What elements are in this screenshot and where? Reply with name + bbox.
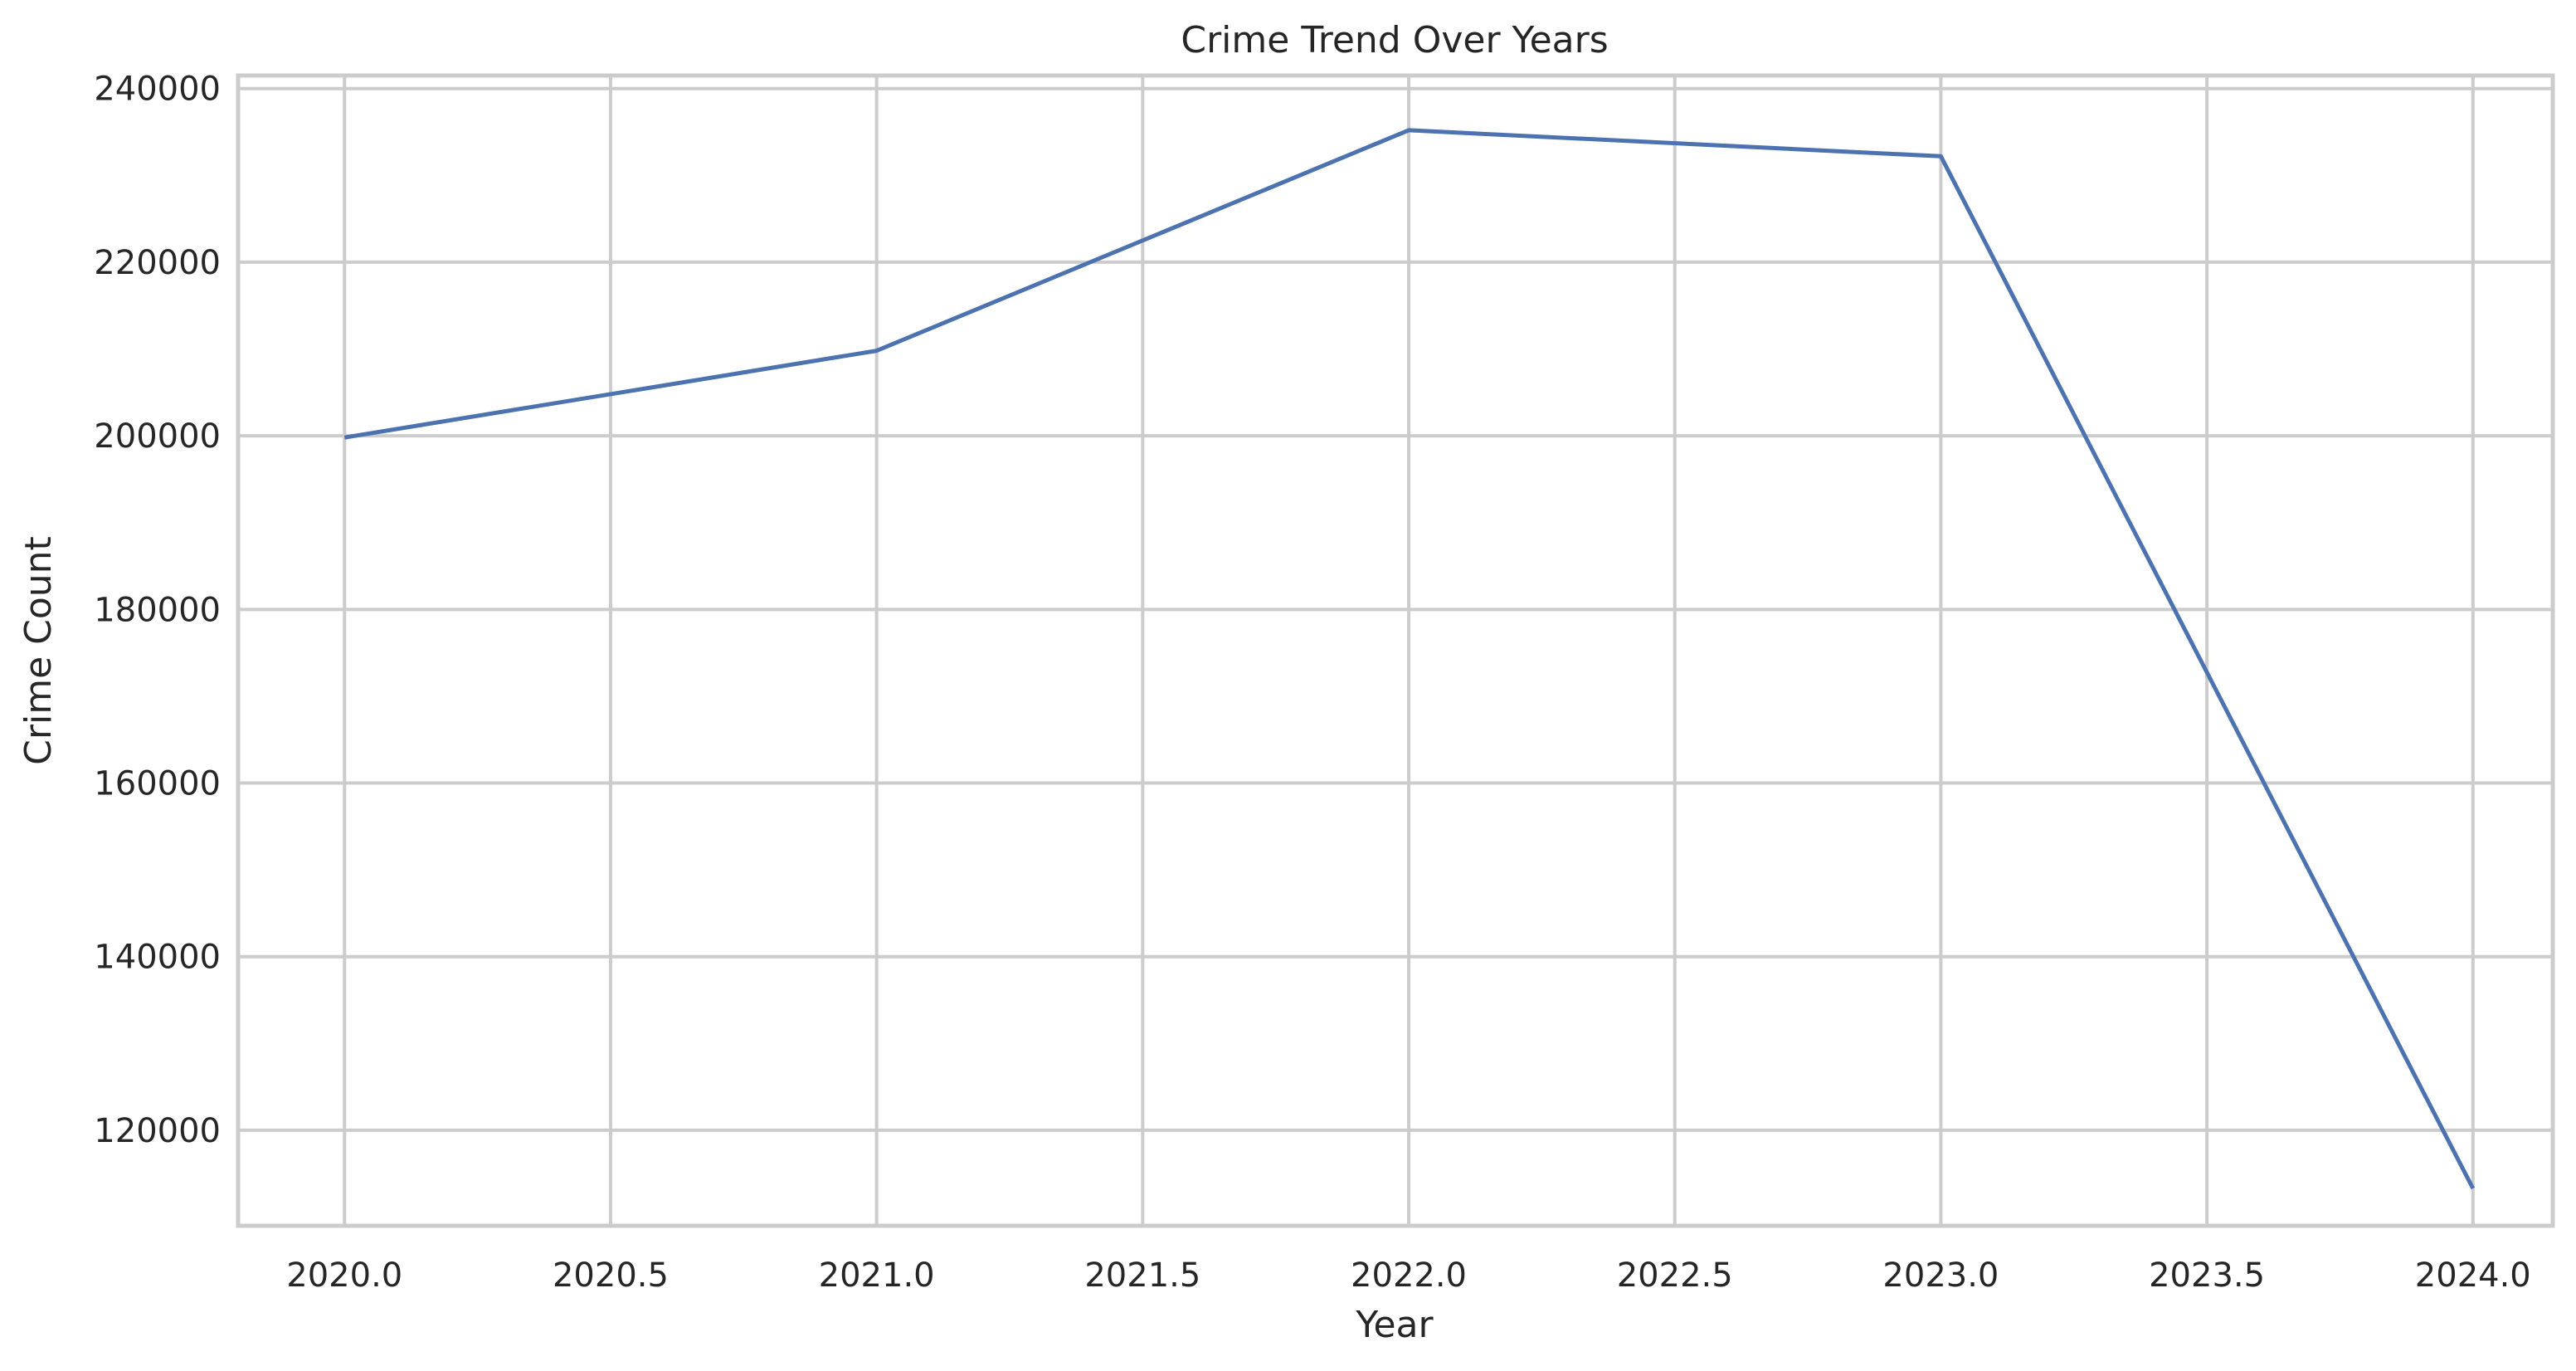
x-tick-label: 2023.5 bbox=[2149, 1256, 2265, 1295]
x-tick-label: 2021.0 bbox=[819, 1256, 935, 1295]
x-tick-label: 2022.0 bbox=[1351, 1256, 1467, 1295]
x-tick-label: 2023.0 bbox=[1882, 1256, 1999, 1295]
y-tick-label: 120000 bbox=[94, 1112, 221, 1150]
x-tick-label: 2020.5 bbox=[553, 1256, 669, 1295]
plot-frame bbox=[236, 73, 2555, 1228]
y-axis-title: Crime Count bbox=[17, 536, 60, 765]
x-axis-ticks: 2020.0 2020.5 2021.0 2021.5 2022.0 2022.5 2023… bbox=[286, 1256, 2530, 1295]
y-tick-label: 180000 bbox=[94, 591, 221, 629]
y-tick-label: 200000 bbox=[94, 417, 221, 456]
x-tick-label: 2022.5 bbox=[1617, 1256, 1733, 1295]
x-axis-title: Year bbox=[1355, 1304, 1434, 1346]
x-tick-label: 2024.0 bbox=[2415, 1256, 2531, 1295]
series-layer bbox=[343, 128, 2476, 1190]
x-tick-label: 2021.5 bbox=[1084, 1256, 1200, 1295]
x-tick-label: 2020.0 bbox=[286, 1256, 402, 1295]
y-tick-label: 160000 bbox=[94, 765, 221, 803]
y-tick-label: 240000 bbox=[94, 71, 221, 109]
y-tick-label: 220000 bbox=[94, 244, 221, 282]
y-tick-label: 140000 bbox=[94, 939, 221, 977]
grid-layer bbox=[238, 76, 2553, 1226]
chart-title: Crime Trend Over Years bbox=[1181, 19, 1608, 61]
series-line bbox=[343, 128, 2476, 1190]
y-axis-ticks: 120000 140000 160000 180000 200000 220000 2400… bbox=[94, 71, 221, 1150]
